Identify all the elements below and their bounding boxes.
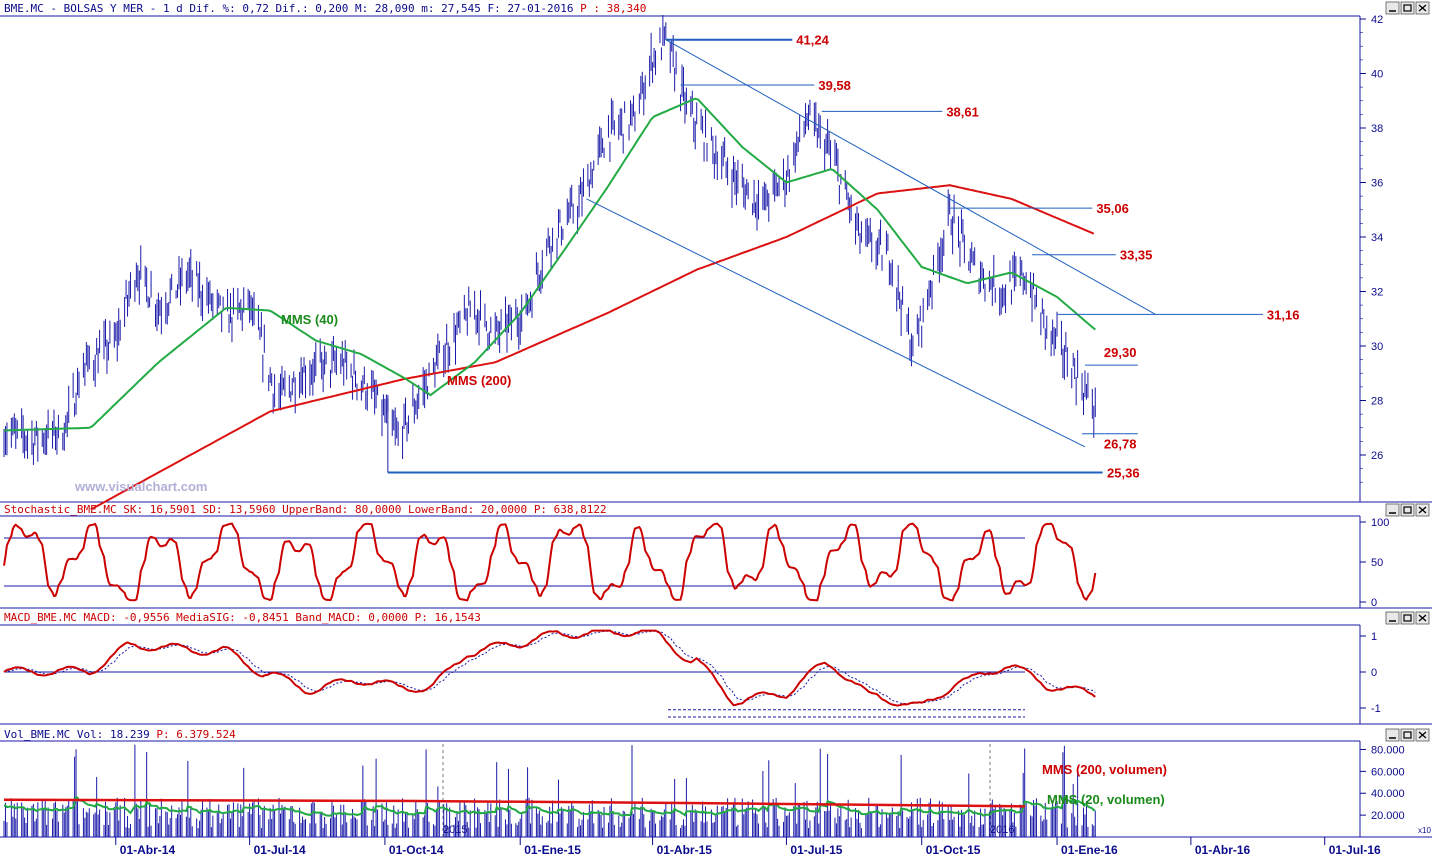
volume-mms20-line <box>3 795 1096 817</box>
stochastic-header: Stochastic_BME.MC SK: 16,5901 SD: 13,596… <box>4 503 607 516</box>
x-tick-label: 01-Jul-14 <box>254 843 306 857</box>
volume-y-tick-label: 40.000 <box>1371 788 1405 800</box>
price-y-tick-label: 40 <box>1371 69 1383 81</box>
level-label: 39,58 <box>818 78 851 93</box>
price-y-tick-label: 26 <box>1371 450 1383 462</box>
price-header: BME.MC - BOLSAS Y MER - 1 d Dif. %: 0,72… <box>4 2 646 15</box>
mms200-label: MMS (200) <box>447 373 511 388</box>
x-tick-label: 01-Ene-16 <box>1061 843 1118 857</box>
price-panel <box>0 15 1432 503</box>
volume-y-tick-label: 20.000 <box>1371 810 1405 822</box>
x-tick-label: 01-Abr-16 <box>1195 843 1251 857</box>
stochastic-y-tick-label: 50 <box>1371 557 1383 569</box>
axes: 26 28 30 32 34 36 38 40 42 0 50 100 -1 0 1 20.000 40.000… <box>115 14 1405 857</box>
stochastic-panel <box>0 515 1432 609</box>
macd-signal-line <box>3 630 1096 705</box>
level-label: 33,35 <box>1120 248 1153 263</box>
level-label: 38,61 <box>946 104 979 119</box>
price-bars <box>3 15 1096 465</box>
x-tick-label: 01-Abr-15 <box>657 843 713 857</box>
watermark[interactable]: www.visualchart.com <box>74 479 207 494</box>
year-marker-2016: 2016 <box>990 824 1014 836</box>
minimize-icon[interactable] <box>1385 1 1400 15</box>
vol-mms200-label: MMS (200, volumen) <box>1042 762 1167 777</box>
stochastic-line <box>3 522 1097 602</box>
x-tick-label: 01-Oct-15 <box>926 843 981 857</box>
level-label: 31,16 <box>1267 307 1300 322</box>
price-y-tick-label: 42 <box>1371 14 1383 26</box>
macd-panel <box>0 624 1432 725</box>
volume-mms200-line <box>3 798 1026 808</box>
volume-y-tick-label: 60.000 <box>1371 766 1405 778</box>
macd-header: MACD_BME.MC MACD: -0,9556 MediaSIG: -0,8… <box>4 611 481 624</box>
macd-window-controls[interactable] <box>1385 611 1430 625</box>
level-label: 35,06 <box>1096 201 1129 216</box>
level-label: 25,36 <box>1107 465 1140 480</box>
stochastic-y-tick-label: 100 <box>1371 517 1389 529</box>
macd-y-tick-label: -1 <box>1371 703 1381 715</box>
vol-mms20-label: MMS (20, volumen) <box>1047 792 1165 807</box>
minimize-icon[interactable] <box>1385 611 1400 625</box>
x-tick-label: 01-Oct-14 <box>389 843 444 857</box>
mms200-line <box>90 184 1095 511</box>
level-label: 26,78 <box>1104 437 1137 452</box>
volume-bars <box>3 744 1096 837</box>
level-label: 41,24 <box>796 33 829 48</box>
lower-trendline <box>586 198 1086 448</box>
price-window-controls[interactable] <box>1385 1 1430 15</box>
macd-line <box>3 629 1096 707</box>
mms40-label: MMS (40) <box>281 312 338 327</box>
price-y-tick-label: 32 <box>1371 287 1383 299</box>
maximize-icon[interactable] <box>1400 503 1415 517</box>
x-tick-label: 01-Jul-15 <box>790 843 842 857</box>
level-label: 29,30 <box>1104 345 1137 360</box>
stochastic-window-controls[interactable] <box>1385 503 1430 517</box>
volume-y-tick-label: 80.000 <box>1371 744 1405 756</box>
volume-header: Vol_BME.MC Vol: 18.239 P: 6.379.524 <box>4 728 236 741</box>
x-tick-label: 01-Jul-16 <box>1329 843 1381 857</box>
mms40-line <box>3 97 1096 432</box>
maximize-icon[interactable] <box>1400 611 1415 625</box>
volume-window-controls[interactable] <box>1385 728 1430 742</box>
price-y-tick-label: 28 <box>1371 396 1383 408</box>
volume-unit: x10 <box>1418 826 1431 835</box>
maximize-icon[interactable] <box>1400 1 1415 15</box>
year-marker-2015: 2015 <box>443 824 467 836</box>
price-y-tick-label: 38 <box>1371 123 1383 135</box>
upper-trendline <box>665 39 1156 315</box>
stochastic-y-tick-label: 0 <box>1371 597 1377 609</box>
x-tick-label: 01-Ene-15 <box>524 843 581 857</box>
price-y-tick-label: 34 <box>1371 232 1383 244</box>
price-y-tick-label: 36 <box>1371 178 1383 190</box>
x-tick-label: 01-Abr-14 <box>120 843 176 857</box>
macd-y-tick-label: 1 <box>1371 631 1377 643</box>
price-y-tick-label: 30 <box>1371 341 1383 353</box>
maximize-icon[interactable] <box>1400 728 1415 742</box>
macd-y-tick-label: 0 <box>1371 667 1377 679</box>
minimize-icon[interactable] <box>1385 503 1400 517</box>
minimize-icon[interactable] <box>1385 728 1400 742</box>
overlays: 41,24 39,58 38,61 35,06 33,35 31,16 29,30 26,78… <box>3 33 1300 817</box>
